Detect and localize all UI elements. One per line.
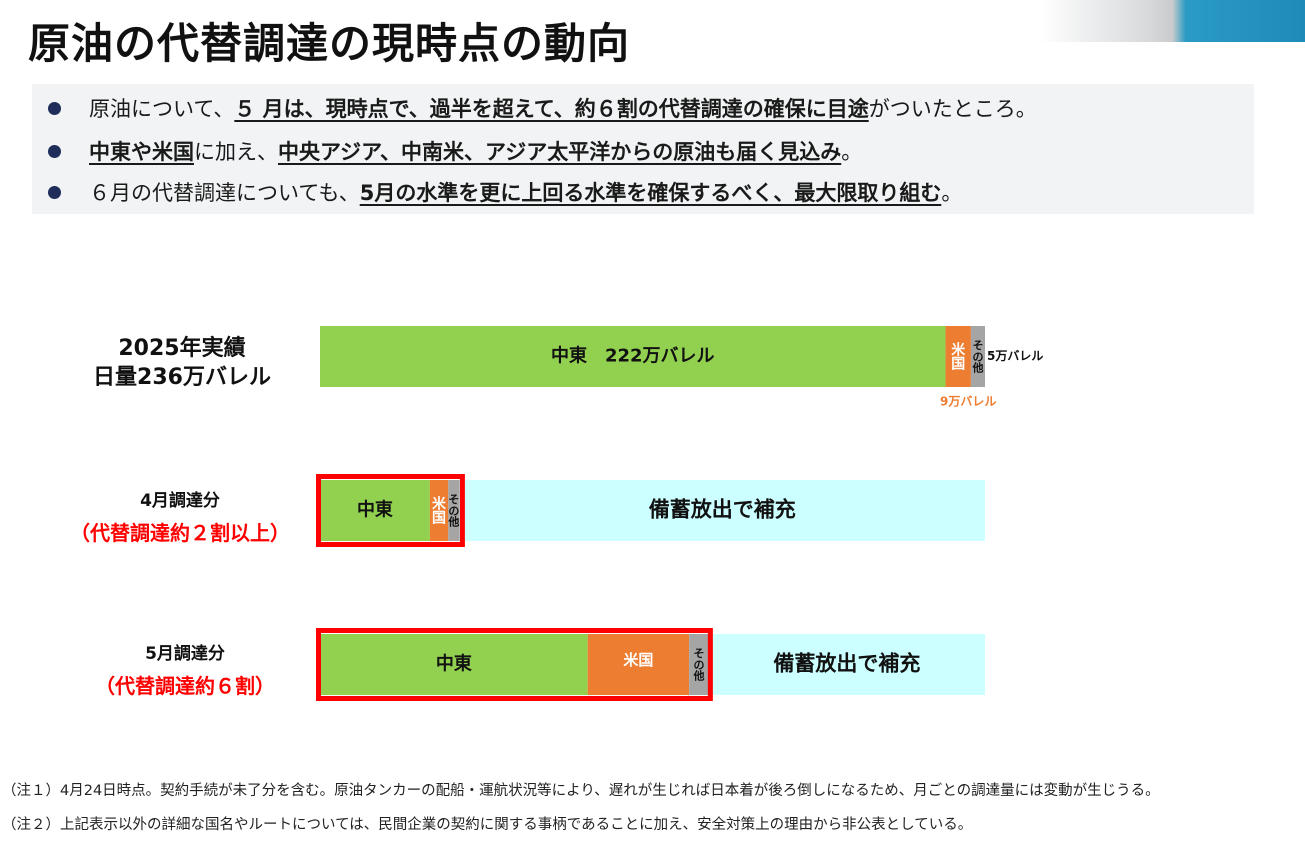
bullet-3-pre: ６月の代替調達についても、	[89, 181, 360, 205]
bar-3-usa	[587, 634, 690, 695]
summary-bullet-1: 原油について、 ５ 月は、現時点で、過半を超えて、約６割の代替調達の確保に目途 …	[48, 91, 1037, 125]
footnote-2: （注２）上記表示以外の詳細な国名やルートについては、民間企業の契約に関する事柄で…	[2, 817, 973, 833]
bar-1-middle_east	[320, 326, 946, 387]
bullet-2-mid: に加え、	[194, 140, 278, 164]
bar-label-1-middle-east: 中東 222万バレル	[551, 345, 715, 367]
bar-label-3-reserve: 備蓄放出で補充	[773, 652, 920, 676]
row-label-april-line1: 4月調達分	[140, 491, 220, 511]
bullet-1-highlight: ５ 月は、現時点で、過半を超えて、約６割の代替調達の確保に目途	[234, 97, 869, 121]
bar-2-other	[448, 480, 460, 541]
bar-label-3-usa: 米国	[623, 651, 653, 669]
bullet-dot-icon	[48, 185, 61, 199]
bar-label-2-reserve: 備蓄放出で補充	[649, 498, 796, 522]
footnote-1: （注１）4月24日時点。契約手続が未了分を含む。原油タンカーの配船・運航状況等に…	[2, 783, 1160, 799]
summary-box: 原油について、 ５ 月は、現時点で、過半を超えて、約６割の代替調達の確保に目途 …	[32, 84, 1254, 214]
callout-1-other: 5万バレル	[987, 349, 1043, 363]
highlight-box-3	[316, 628, 713, 701]
bullet-dot-icon	[48, 101, 61, 115]
bullet-3-post: 。	[941, 181, 963, 205]
summary-bullet-3: ６月の代替調達についても、 5月の水準を更に上回る水準を確保するべく、最大限取り…	[48, 175, 962, 209]
row-label-2025-line2: 日量236万バレル	[93, 365, 271, 390]
bullet-1-post: がついたところ。	[868, 97, 1037, 121]
bar-3-other	[689, 634, 709, 695]
row-label-may-line2: （代替調達約６割）	[95, 674, 275, 698]
highlight-box-2	[316, 474, 465, 547]
bullet-2-post: 。	[841, 140, 863, 164]
row-label-2025: 2025年実績 日量236万バレル	[82, 334, 282, 392]
bar-label-2-middle-east: 中東	[357, 499, 393, 521]
bullet-2-highlight-2: 中央アジア、中南米、アジア太平洋からの原油も届く見込み	[278, 140, 842, 164]
bullet-3-highlight: 5月の水準を更に上回る水準を確保するべく、最大限取り組む	[359, 181, 942, 205]
row-label-2025-line1: 2025年実績	[118, 336, 246, 361]
callout-1-usa: 9万バレル	[940, 395, 996, 409]
bar-2-reserve	[459, 480, 985, 541]
summary-bullet-2: 中東や米国 に加え、 中央アジア、中南米、アジア太平洋からの原油も届く見込み 。	[48, 134, 862, 168]
bar-label-1-usa: 米国	[951, 341, 966, 372]
bar-label-3-middle-east: 中東	[436, 653, 472, 675]
row-label-may-line1: 5月調達分	[145, 644, 225, 664]
bar-1-usa	[945, 326, 971, 387]
bar-2-middle_east	[320, 480, 430, 541]
row-label-may: 5月調達分 （代替調達約６割）	[60, 639, 310, 699]
row-label-april-line2: （代替調達約２割以上）	[70, 521, 290, 545]
page-title: 原油の代替調達の現時点の動向	[28, 19, 631, 68]
bullet-2-highlight-1: 中東や米国	[89, 140, 194, 164]
header-decoration	[1040, 0, 1305, 42]
bar-label-2-other: その他	[447, 493, 459, 528]
bullet-dot-icon	[48, 144, 61, 158]
bullet-1-pre: 原油について、	[89, 97, 235, 121]
bar-3-middle_east	[320, 634, 588, 695]
bar-1-other	[970, 326, 985, 387]
row-label-april: 4月調達分 （代替調達約２割以上）	[50, 486, 310, 546]
bar-label-3-other: その他	[692, 647, 704, 682]
bar-2-usa	[429, 480, 449, 541]
bar-label-1-other: その他	[971, 339, 983, 374]
bar-3-reserve	[708, 634, 985, 695]
bar-label-2-usa: 米国	[432, 495, 447, 526]
